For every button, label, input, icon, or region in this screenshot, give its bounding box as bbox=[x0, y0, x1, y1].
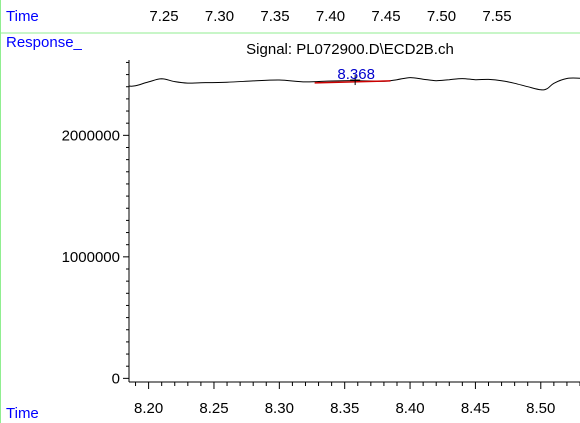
x-tick-label: 8.50 bbox=[526, 400, 555, 417]
x-tick-label: 8.45 bbox=[461, 400, 490, 417]
top-time-tick-label: 7.50 bbox=[427, 8, 456, 25]
top-time-tick-label: 7.35 bbox=[260, 8, 289, 25]
x-tick-label: 8.25 bbox=[199, 400, 228, 417]
top-time-axis-label: Time bbox=[6, 8, 39, 25]
bottom-time-axis-label: Time bbox=[6, 405, 39, 422]
signal-trace bbox=[128, 77, 580, 91]
top-time-tick-label: 7.45 bbox=[371, 8, 400, 25]
x-tick-label: 8.30 bbox=[265, 400, 294, 417]
y-major-ticks: 0 1000000 2000000 bbox=[62, 127, 129, 387]
x-tick-label: 8.20 bbox=[134, 400, 163, 417]
chart-title: Signal: PL072900.D\ECD2B.ch bbox=[246, 41, 454, 58]
y-tick-label: 0 bbox=[112, 370, 120, 387]
top-time-tick-label: 7.25 bbox=[149, 8, 178, 25]
x-major-ticks: 8.20 8.25 8.30 8.35 8.40 8.45 8.50 bbox=[134, 382, 555, 417]
y-minor-ticks bbox=[126, 61, 129, 367]
peak-label: 8.368 bbox=[337, 66, 375, 83]
top-time-tick-label: 7.40 bbox=[316, 8, 345, 25]
x-tick-label: 8.40 bbox=[395, 400, 424, 417]
y-tick-label: 2000000 bbox=[62, 127, 120, 144]
y-tick-label: 1000000 bbox=[62, 249, 120, 266]
peak-crosshair bbox=[350, 75, 361, 86]
y-axis-label: Response_ bbox=[6, 34, 83, 51]
top-time-tick-label: 7.30 bbox=[205, 8, 234, 25]
x-tick-label: 8.35 bbox=[330, 400, 359, 417]
top-time-ticks: 7.25 7.30 7.35 7.40 7.45 7.50 7.55 bbox=[149, 8, 511, 25]
top-time-tick-label: 7.55 bbox=[482, 8, 511, 25]
x-minor-ticks bbox=[135, 382, 580, 386]
peak-baseline bbox=[314, 80, 391, 84]
